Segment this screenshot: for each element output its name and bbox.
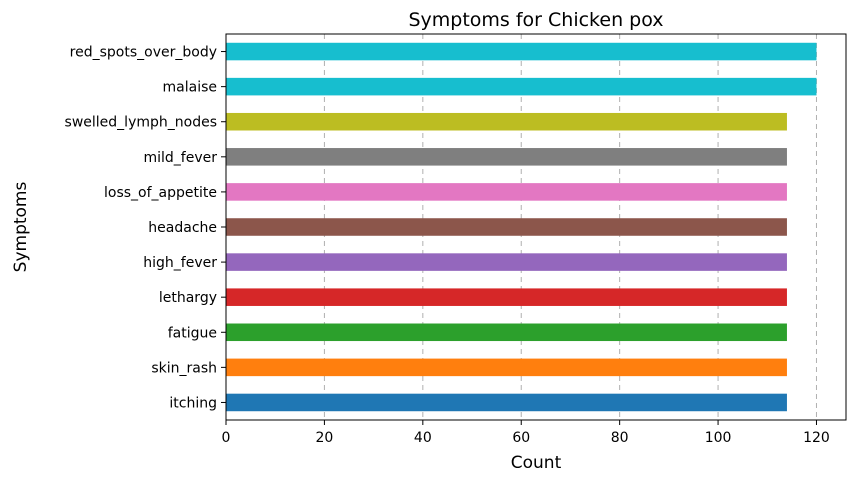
x-axis-ticks: 0 20 40 60 80 100 120 <box>222 420 830 446</box>
chart-title: Symptoms for Chicken pox <box>408 9 663 31</box>
bars <box>226 42 817 412</box>
y-tick-label: malaise <box>163 80 217 96</box>
bar-mild-fever <box>226 148 787 166</box>
y-tick-label: skin_rash <box>151 360 217 376</box>
bar-lethargy <box>226 288 787 306</box>
x-tick-label: 100 <box>705 430 732 446</box>
y-axis-label: Symptoms <box>11 182 31 273</box>
bar-loss-of-appetite <box>226 183 787 201</box>
y-tick-label: headache <box>148 220 217 236</box>
y-tick-label: red_spots_over_body <box>70 45 217 61</box>
y-tick-label: swelled_lymph_nodes <box>65 115 217 131</box>
bar-red-spots-over-body <box>226 42 817 61</box>
x-tick-label: 60 <box>512 430 530 446</box>
bar-swelled-lymph-nodes <box>226 112 787 131</box>
bar-headache <box>226 218 787 236</box>
x-tick-label: 80 <box>611 430 629 446</box>
y-tick-label: high_fever <box>143 255 217 271</box>
bar-skin-rash <box>226 358 787 377</box>
bar-fatigue <box>226 323 787 342</box>
y-tick-label: lethargy <box>159 290 217 306</box>
y-tick-label: itching <box>169 395 217 411</box>
x-tick-label: 120 <box>803 430 830 446</box>
x-tick-label: 20 <box>315 430 333 446</box>
y-axis-ticks: itching skin_rash fatigue lethargy high_feve… <box>65 45 226 411</box>
x-tick-label: 0 <box>222 430 231 446</box>
y-tick-label: mild_fever <box>144 150 218 166</box>
x-axis-label: Count <box>511 453 562 473</box>
bar-malaise <box>226 77 817 96</box>
x-tick-label: 40 <box>414 430 432 446</box>
y-tick-label: fatigue <box>168 325 217 341</box>
bar-high-fever <box>226 253 787 271</box>
bar-itching <box>226 393 787 412</box>
y-tick-label: loss_of_appetite <box>104 185 217 201</box>
